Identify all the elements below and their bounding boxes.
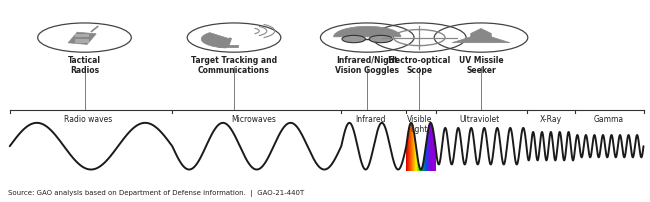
Text: X-Ray: X-Ray (540, 114, 562, 123)
Text: Source: GAO analysis based on Department of Defense information.  |  GAO-21-440T: Source: GAO analysis based on Department… (8, 189, 304, 196)
Text: Microwaves: Microwaves (231, 114, 276, 123)
Wedge shape (333, 27, 401, 38)
Text: Infrared/Night
Vision Goggles: Infrared/Night Vision Goggles (335, 55, 399, 75)
Circle shape (342, 36, 365, 43)
Text: Radio waves: Radio waves (64, 114, 112, 123)
Text: Gamma: Gamma (594, 114, 624, 123)
Polygon shape (68, 33, 96, 45)
Polygon shape (491, 38, 510, 43)
Polygon shape (202, 34, 230, 49)
Text: Target Tracking and
Communications: Target Tracking and Communications (191, 55, 277, 75)
Bar (75, 35, 89, 38)
Polygon shape (452, 38, 471, 43)
Text: Tactical
Radios: Tactical Radios (68, 55, 101, 75)
Text: Infrared: Infrared (356, 114, 385, 123)
Polygon shape (471, 29, 491, 43)
Bar (75, 40, 89, 43)
Text: Electro-optical
Scope: Electro-optical Scope (387, 55, 451, 75)
Circle shape (369, 36, 393, 43)
Text: UV Missile
Seeker: UV Missile Seeker (459, 55, 503, 75)
Text: Visible
light: Visible light (406, 114, 432, 134)
Text: Ultraviolet: Ultraviolet (460, 114, 500, 123)
